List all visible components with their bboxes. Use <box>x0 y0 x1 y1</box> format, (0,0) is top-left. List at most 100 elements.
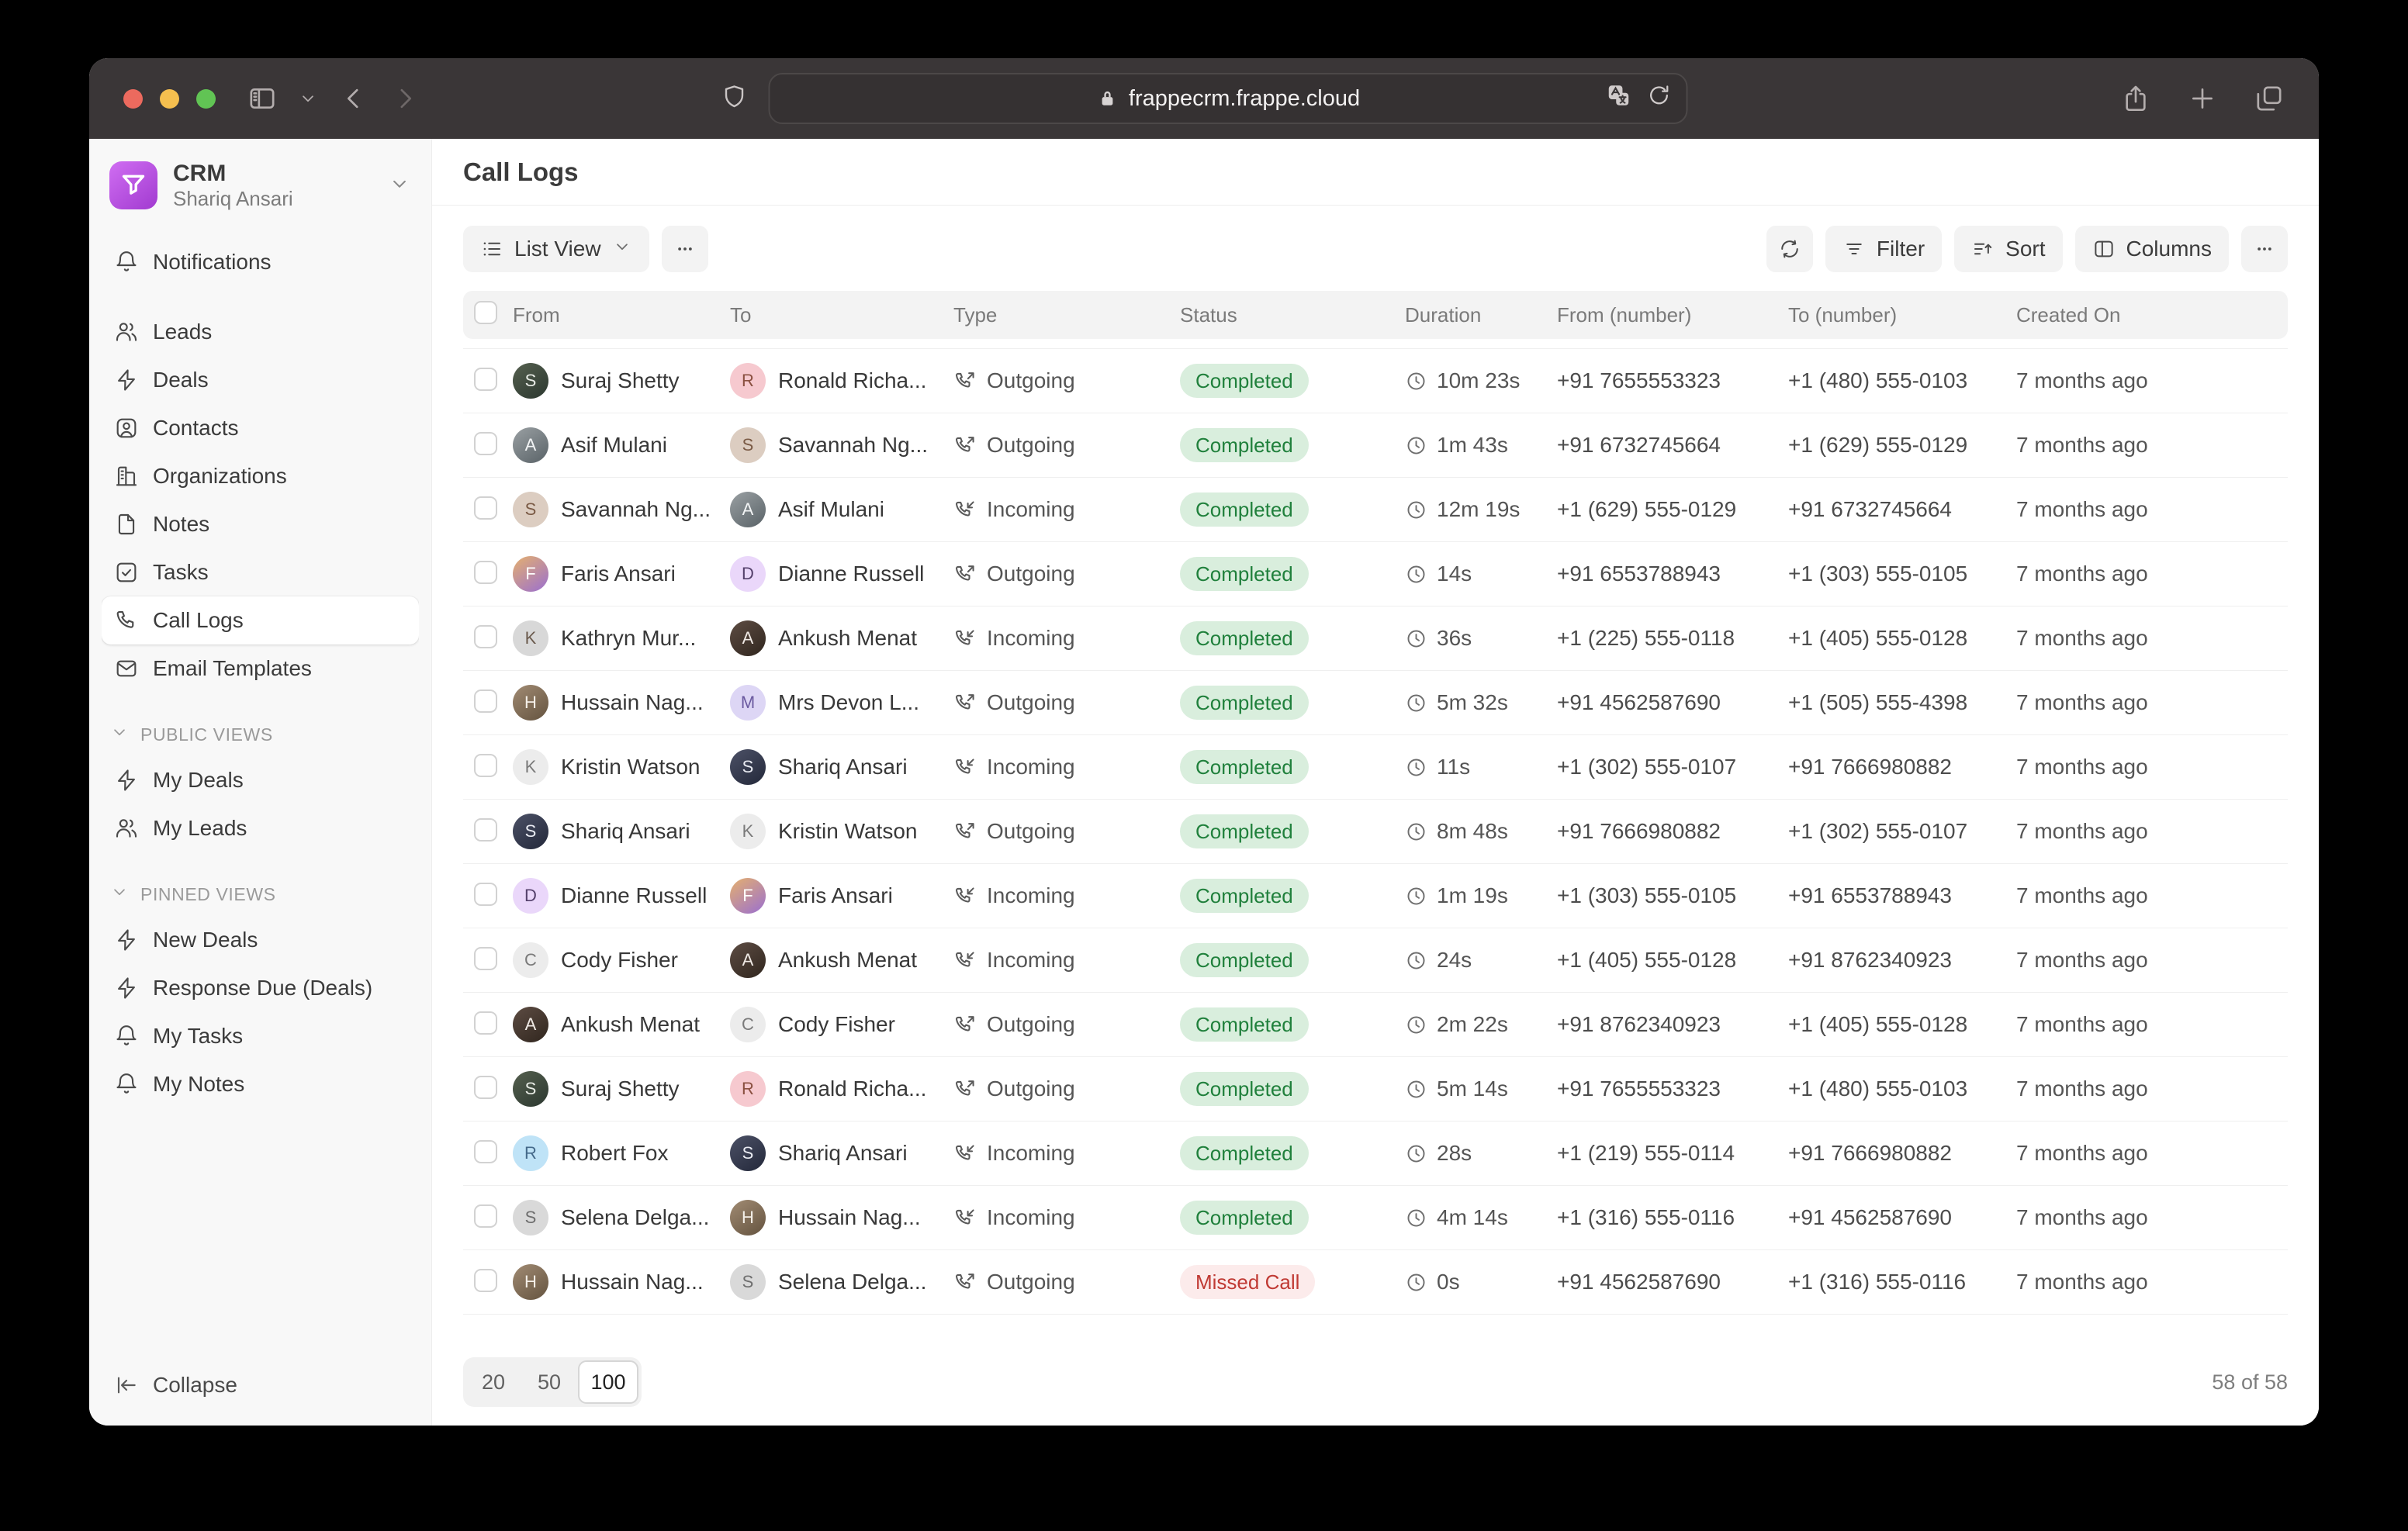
avatar: S <box>730 1135 766 1171</box>
row-checkbox[interactable] <box>474 624 497 648</box>
view-more-button[interactable] <box>661 226 708 272</box>
row-checkbox[interactable] <box>474 367 497 391</box>
column-header[interactable]: Created On <box>2016 302 2121 327</box>
avatar: D <box>513 878 548 914</box>
select-all-checkbox[interactable] <box>474 300 497 324</box>
from-name: Kathryn Mur... <box>561 626 697 650</box>
table-row[interactable]: S Selena Delga... H Hussain Nag... Incoming C… <box>463 1186 2288 1250</box>
sidebar-item-notes[interactable]: Notes <box>102 500 419 548</box>
row-checkbox[interactable] <box>474 1268 497 1292</box>
sidebar-item-leads[interactable]: Leads <box>102 308 419 356</box>
column-header[interactable]: Type <box>953 302 998 327</box>
translate-button[interactable] <box>1606 82 1632 115</box>
from-cell: A Asif Mulani <box>513 427 730 463</box>
tab-group-chevron-button[interactable] <box>298 88 318 109</box>
reload-button[interactable] <box>1646 82 1673 115</box>
sort-button[interactable]: Sort <box>1954 226 2063 272</box>
outgoing-call-icon <box>953 562 977 586</box>
row-checkbox[interactable] <box>474 689 497 713</box>
sidebar-section-public-views[interactable]: PUBLIC VIEWS <box>102 713 419 756</box>
sidebar-toggle-button[interactable] <box>247 83 278 114</box>
row-checkbox[interactable] <box>474 431 497 455</box>
type-cell: Incoming <box>953 755 1180 779</box>
privacy-shield-icon[interactable] <box>721 83 749 115</box>
row-checkbox[interactable] <box>474 946 497 970</box>
sidebar-item-tasks[interactable]: Tasks <box>102 548 419 596</box>
created-on-cell: 7 months ago <box>2016 1205 2148 1229</box>
sidebar-item-new-deals[interactable]: New Deals <box>102 916 419 964</box>
share-button[interactable] <box>2120 83 2151 114</box>
row-checkbox[interactable] <box>474 817 497 842</box>
clock-icon <box>1405 1271 1427 1294</box>
table-row[interactable]: S Suraj Shetty R Ronald Richa... Outgoing Com… <box>463 1057 2288 1121</box>
sidebar-item-deals[interactable]: Deals <box>102 356 419 404</box>
table-row[interactable]: R Robert Fox S Shariq Ansari Incoming Complet… <box>463 1121 2288 1186</box>
table-row[interactable]: A Ankush Menat C Cody Fisher Outgoing Complet… <box>463 993 2288 1057</box>
row-checkbox[interactable] <box>474 753 497 777</box>
table-row[interactable]: C Cody Fisher A Ankush Menat Incoming Complet… <box>463 928 2288 993</box>
row-checkbox[interactable] <box>474 496 497 520</box>
row-checkbox[interactable] <box>474 1075 497 1099</box>
page-size-20-button[interactable]: 20 <box>466 1360 521 1404</box>
table-row[interactable]: S Shariq Ansari K Kristin Watson Outgoing Com… <box>463 800 2288 864</box>
to-number-cell: +1 (316) 555-0116 <box>1788 1270 1967 1294</box>
status-cell: Completed <box>1180 1007 1405 1042</box>
forward-button[interactable] <box>389 83 420 114</box>
table-row[interactable]: F Faris Ansari D Dianne Russell Outgoing Comp… <box>463 542 2288 607</box>
list-more-button[interactable] <box>2241 226 2288 272</box>
filter-button[interactable]: Filter <box>1825 226 1943 272</box>
column-header[interactable]: Status <box>1180 302 1237 327</box>
column-header[interactable]: To (number) <box>1788 302 1898 327</box>
sidebar-item-my-tasks[interactable]: My Tasks <box>102 1012 419 1060</box>
row-checkbox[interactable] <box>474 882 497 906</box>
sidebar-item-my-deals[interactable]: My Deals <box>102 756 419 804</box>
column-header[interactable]: From (number) <box>1557 302 1692 327</box>
row-checkbox[interactable] <box>474 1011 497 1035</box>
close-window-button[interactable] <box>123 88 143 109</box>
zoom-window-button[interactable] <box>196 88 216 109</box>
table-row[interactable]: S Savannah Ng... A Asif Mulani Incoming Compl… <box>463 478 2288 542</box>
table-row[interactable]: K Kristin Watson S Shariq Ansari Incoming Com… <box>463 735 2288 800</box>
row-checkbox[interactable] <box>474 560 497 584</box>
new-tab-button[interactable] <box>2187 83 2218 114</box>
sidebar-item-organizations[interactable]: Organizations <box>102 452 419 500</box>
sidebar-item-contacts[interactable]: Contacts <box>102 404 419 452</box>
view-switcher-button[interactable]: List View <box>463 226 649 272</box>
refresh-button[interactable] <box>1766 226 1813 272</box>
table-row[interactable]: D Dianne Russell F Faris Ansari Incoming Comp… <box>463 864 2288 928</box>
from-name: Hussain Nag... <box>561 690 704 714</box>
tab-overview-button[interactable] <box>2254 83 2285 114</box>
sidebar-item-response-due-deals[interactable]: Response Due (Deals) <box>102 964 419 1012</box>
table-row[interactable]: S Suraj Shetty R Ronald Richa... Outgoing Com… <box>463 349 2288 413</box>
sidebar-section-pinned-views[interactable]: PINNED VIEWS <box>102 873 419 916</box>
column-header[interactable]: From <box>513 302 560 327</box>
avatar: A <box>730 942 766 978</box>
lock-icon <box>1096 87 1119 110</box>
row-checkbox[interactable] <box>474 1204 497 1228</box>
table-row[interactable]: K Kathryn Mur... A Ankush Menat Incoming Comp… <box>463 607 2288 671</box>
page-size-100-button[interactable]: 100 <box>578 1360 638 1404</box>
column-header[interactable]: Duration <box>1405 302 1482 327</box>
sidebar-collapse-button[interactable]: Collapse <box>102 1365 419 1405</box>
sidebar-item-my-leads[interactable]: My Leads <box>102 804 419 852</box>
back-button[interactable] <box>338 83 369 114</box>
outgoing-call-icon <box>953 1013 977 1037</box>
from-name: Hussain Nag... <box>561 1270 704 1294</box>
table-row[interactable]: A Asif Mulani S Savannah Ng... Outgoing Compl… <box>463 413 2288 478</box>
created-on-cell: 7 months ago <box>2016 948 2148 972</box>
sidebar-item-email-templates[interactable]: Email Templates <box>102 645 419 693</box>
column-header[interactable]: To <box>730 302 752 327</box>
sidebar-item-my-notes[interactable]: My Notes <box>102 1060 419 1108</box>
sidebar-item-notifications[interactable]: Notifications <box>102 238 419 286</box>
page-size-50-button[interactable]: 50 <box>522 1360 576 1404</box>
columns-button[interactable]: Columns <box>2074 226 2229 272</box>
table-row[interactable]: H Hussain Nag... M Mrs Devon L... Outgoing Co… <box>463 671 2288 735</box>
minimize-window-button[interactable] <box>160 88 179 109</box>
row-checkbox[interactable] <box>474 1139 497 1163</box>
app-switcher[interactable]: CRM Shariq Ansari <box>102 150 419 221</box>
address-bar[interactable]: frappecrm.frappe.cloud <box>768 73 1688 124</box>
sidebar-item-call-logs[interactable]: Call Logs <box>102 596 419 645</box>
app-user: Shariq Ansari <box>173 186 293 210</box>
table-row[interactable]: H Hussain Nag... S Selena Delga... Outgoing M… <box>463 1250 2288 1315</box>
from-name: Suraj Shetty <box>561 368 680 392</box>
